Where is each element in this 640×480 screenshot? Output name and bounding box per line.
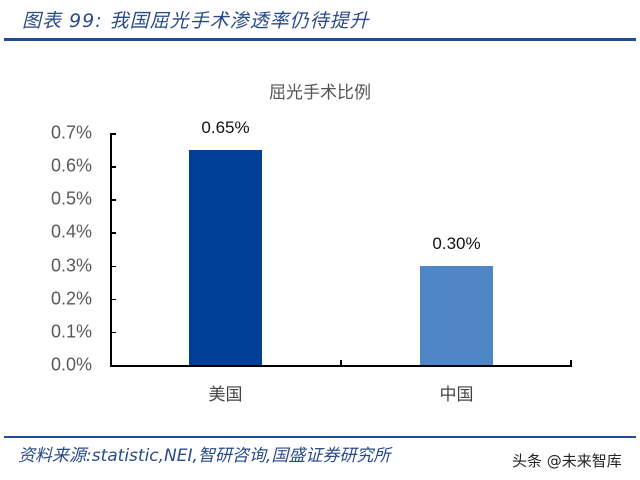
y-tick-label: 0.5%	[50, 188, 92, 209]
y-tick	[110, 232, 116, 234]
y-tick-label: 0.7%	[50, 122, 92, 143]
y-tick-label: 0.1%	[50, 321, 92, 342]
chart-title: 屈光手术比例	[269, 83, 371, 103]
y-tick	[110, 298, 116, 301]
y-axis	[110, 133, 112, 366]
x-tick	[110, 360, 112, 366]
watermark: 头条 @未来智库	[512, 452, 622, 470]
y-tick-label: 0.4%	[50, 221, 92, 242]
bar-value-label: 0.65%	[201, 117, 250, 137]
category-label: 美国	[208, 385, 243, 405]
y-tick	[110, 133, 116, 135]
footer-source: 资料来源:statistic,NEI,智研咨询,国盛证券研究所	[18, 446, 391, 466]
y-tick	[110, 199, 116, 201]
y-tick-label: 0.3%	[50, 255, 92, 276]
y-tick-label: 0.2%	[50, 288, 92, 309]
y-tick	[110, 265, 116, 268]
y-tick	[110, 331, 116, 334]
y-tick	[110, 365, 116, 367]
y-tick-label: 0.6%	[50, 155, 92, 176]
y-tick-label: 0.0%	[50, 354, 92, 375]
bar	[420, 265, 493, 365]
y-tick	[110, 166, 116, 168]
header-title: 图表 99: 我国屈光手术渗透率仍待提升	[22, 10, 370, 32]
x-tick	[570, 360, 572, 366]
category-label: 中国	[439, 385, 474, 405]
footer-rule	[4, 436, 636, 438]
bar	[189, 149, 262, 365]
x-tick	[340, 360, 342, 366]
header-rule	[4, 38, 636, 41]
bar-value-label: 0.30%	[432, 233, 481, 253]
